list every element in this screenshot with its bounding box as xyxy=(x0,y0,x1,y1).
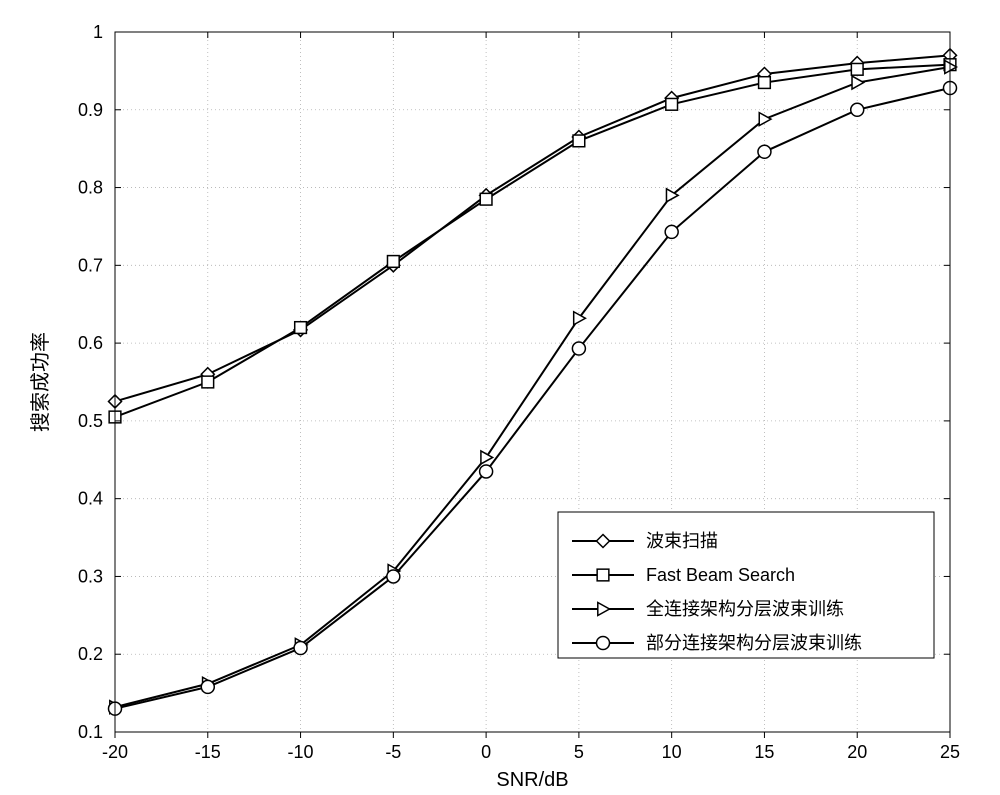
chart-container: -20 -15 -10 -5 0 5 10 15 20 25 0.1 0.2 0.3 0.4 0.5 0.6 0… xyxy=(0,0,1000,795)
legend-label: 波束扫描 xyxy=(646,531,718,551)
legend-label: 部分连接架构分层波束训练 xyxy=(646,633,862,653)
x-tick-label: 20 xyxy=(847,742,867,762)
y-tick-label: 0.3 xyxy=(78,566,103,586)
x-tick-label: 10 xyxy=(662,742,682,762)
y-tick-label: 0.7 xyxy=(78,255,103,275)
x-tick-label: 15 xyxy=(754,742,774,762)
y-tick-label: 0.1 xyxy=(78,722,103,742)
y-tick-label: 0.4 xyxy=(78,489,103,509)
y-tick-label: 0.9 xyxy=(78,100,103,120)
line-chart: -20 -15 -10 -5 0 5 10 15 20 25 0.1 0.2 0.3 0.4 0.5 0.6 0… xyxy=(0,0,1000,795)
y-tick-label: 0.6 xyxy=(78,333,103,353)
y-tick-label: 0.5 xyxy=(78,411,103,431)
y-tick-label: 1 xyxy=(93,22,103,42)
x-tick-label: 0 xyxy=(481,742,491,762)
x-tick-label: 5 xyxy=(574,742,584,762)
y-tick-label: 0.2 xyxy=(78,644,103,664)
x-tick-label: -15 xyxy=(195,742,221,762)
y-tick-label: 0.8 xyxy=(78,178,103,198)
x-tick-label: -10 xyxy=(288,742,314,762)
y-axis-title: 搜索成功率 xyxy=(29,332,52,432)
legend-label: Fast Beam Search xyxy=(646,565,795,585)
x-tick-label: -5 xyxy=(385,742,401,762)
x-tick-label: -20 xyxy=(102,742,128,762)
x-tick-label: 25 xyxy=(940,742,960,762)
x-axis-title: SNR/dB xyxy=(496,769,568,791)
legend-label: 全连接架构分层波束训练 xyxy=(646,599,844,619)
